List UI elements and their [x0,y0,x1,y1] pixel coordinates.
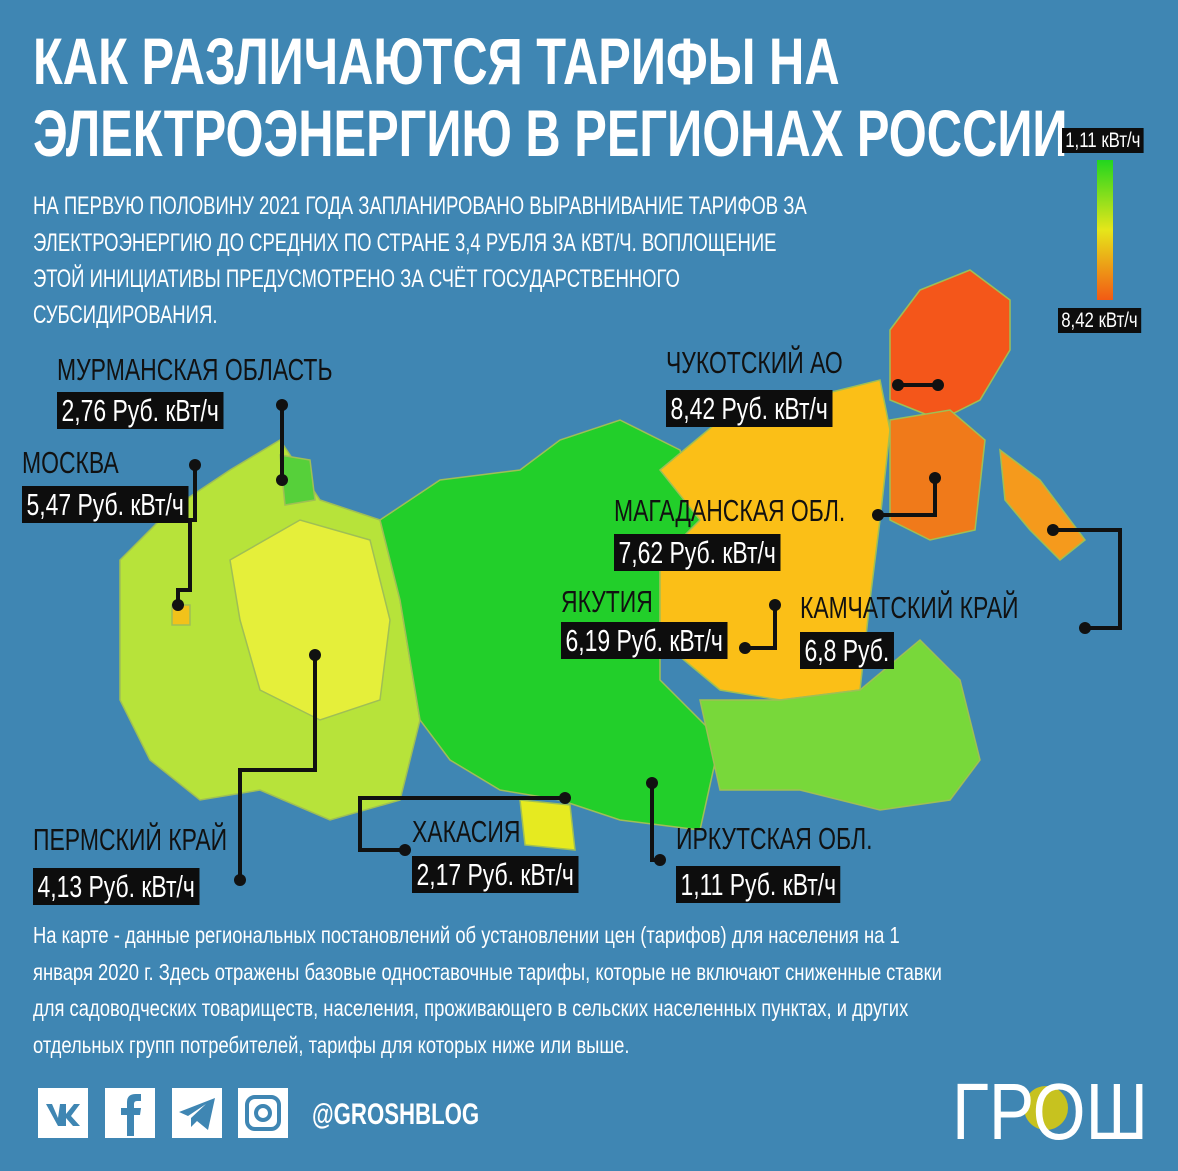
region-value: 8,42 Руб. кВт/ч [666,390,833,427]
region-value: 2,17 Руб. кВт/ч [412,856,579,893]
chukotka [889,269,1011,421]
leaders [176,383,1122,880]
logo-dot [1024,1086,1068,1130]
region-value: 2,76 Руб. кВт/ч [57,392,224,429]
legend-low: 1,11 кВт/ч [1062,128,1144,153]
region-name: ХАКАСИЯ [412,814,521,849]
legend-high: 8,42 кВт/ч [1058,308,1141,333]
region-name: ЧУКОТСКИЙ АО [666,345,843,380]
region-name: ЯКУТИЯ [561,584,653,619]
region-value: 4,13 Руб. кВт/ч [33,868,200,905]
region-value: 6,19 Руб. кВт/ч [561,622,728,659]
leader-dots [172,379,1091,886]
social-icons [38,1086,1068,1138]
subtitle: ЭТОЙ ИНИЦИАТИВЫ ПРЕДУСМОТРЕНО ЗА СЧЁТ ГО… [33,265,680,293]
subtitle: НА ПЕРВУЮ ПОЛОВИНУ 2021 ГОДА ЗАПЛАНИРОВА… [33,192,807,220]
legend-bar [1097,160,1113,300]
region-value: 7,62 Руб. кВт/ч [614,534,781,571]
kamchatka [999,448,1087,562]
logo: ГРОШ [952,1067,1148,1156]
region-name: МОСКВА [22,445,119,480]
note: На карте - данные региональных постановл… [33,922,900,948]
urals [229,519,391,721]
region-name: МАГАДАНСКАЯ ОБЛ. [614,493,846,528]
region-value: 6,8 Руб. [800,632,894,669]
region-name: ИРКУТСКАЯ ОБЛ. [676,821,873,856]
region-value: 5,47 Руб. кВт/ч [22,486,189,523]
region-value: 1,11 Руб. кВт/ч [676,866,841,903]
siberia [379,419,721,831]
note: для садоводческих товариществ, населения… [33,995,909,1021]
title: ЭЛЕКТРОЭНЕРГИЮ В РЕГИОНАХ РОССИИ [33,96,1068,170]
title: КАК РАЗЛИЧАЮТСЯ ТАРИФЫ НА [33,24,840,98]
region-name: ПЕРМСКИЙ КРАЙ [33,822,228,857]
region-name: КАМЧАТСКИЙ КРАЙ [800,590,1019,625]
note: отдельных групп потребителей, тарифы для… [33,1032,630,1058]
subtitle: СУБСИДИРОВАНИЯ. [33,301,218,329]
handle[interactable]: @GROSHBLOG [312,1098,480,1131]
far-east [699,638,981,811]
region-name: МУРМАНСКАЯ ОБЛАСТЬ [57,352,333,387]
murmansk [279,454,316,506]
note: января 2020 г. Здесь отражены базовые од… [33,959,942,985]
subtitle: ЭЛЕКТРОЭНЕРГИЮ ДО СРЕДНИХ ПО СТРАНЕ 3,4 … [33,229,777,257]
khakassia [519,799,576,851]
